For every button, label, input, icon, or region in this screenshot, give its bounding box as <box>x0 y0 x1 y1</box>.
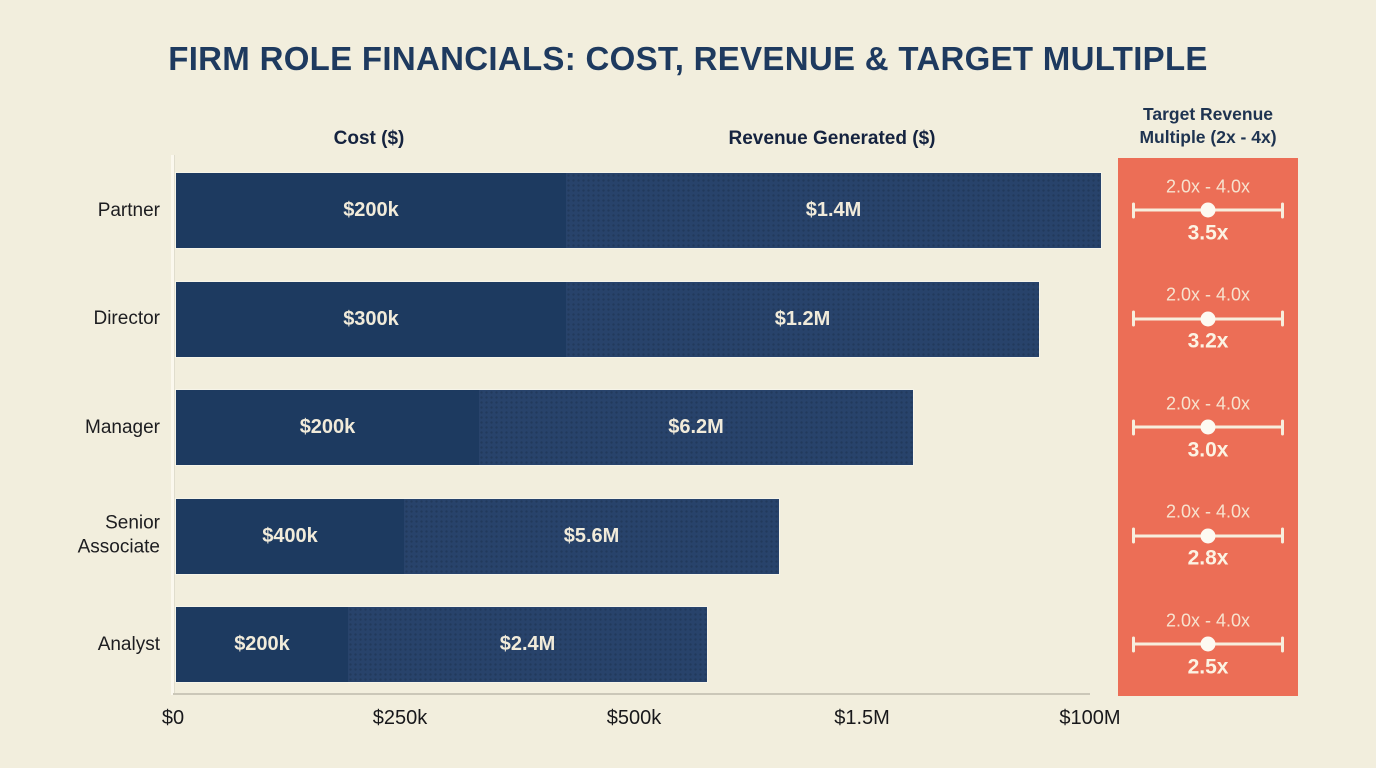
slider-cap-left <box>1132 310 1135 327</box>
multiple-slider-track-senior-associate <box>1132 527 1284 544</box>
revenue-segment-analyst: $2.4M <box>348 607 707 682</box>
revenue-value-label: $5.6M <box>563 524 620 547</box>
slider-cap-left <box>1132 202 1135 218</box>
multiple-slider-track-manager <box>1132 419 1284 435</box>
revenue-segment-director: $1.2M <box>566 281 1039 357</box>
cost-segment-manager: $200k <box>176 390 479 465</box>
revenue-segment-manager: $6.2M <box>479 390 913 465</box>
multiple-range-label: 2.0x - 4.0x <box>1165 501 1251 522</box>
cost-segment-director: $300k <box>176 281 566 357</box>
slider-cap-left <box>1132 636 1135 652</box>
slider-cap-right <box>1281 310 1284 327</box>
cost-value-label: $300k <box>343 307 399 330</box>
bar-partner: $200k $1.4M <box>175 172 1102 249</box>
x-tick-2: $500k <box>606 707 662 729</box>
multiple-slider-senior-associate: 2.0x - 4.0x 2.8x <box>1118 502 1298 571</box>
multiple-slider-manager: 2.0x - 4.0x 3.0x <box>1118 393 1298 462</box>
row-label-senior-associate: Senior Associate <box>77 512 160 558</box>
multiple-slider-director: 2.0x - 4.0x 3.2x <box>1118 285 1298 354</box>
bar-manager: $200k $6.2M <box>175 389 914 466</box>
cost-value-label: $400k <box>262 524 318 547</box>
row-label-director: Director <box>93 307 160 329</box>
multiple-range-label: 2.0x - 4.0x <box>1165 176 1251 196</box>
bar-senior-associate: $400k $5.6M <box>175 497 780 575</box>
multiple-slider-track-director <box>1132 310 1284 327</box>
multiple-range-label: 2.0x - 4.0x <box>1165 610 1251 630</box>
x-axis-line <box>173 693 1090 695</box>
slider-knob[interactable] <box>1200 202 1216 218</box>
multiple-slider-partner: 2.0x - 4.0x 3.5x <box>1118 176 1298 245</box>
slider-cap-right <box>1281 636 1284 652</box>
bar-analyst: $200k $2.4M <box>175 606 708 683</box>
multiple-range-label: 2.0x - 4.0x <box>1165 284 1251 305</box>
revenue-value-label: $6.2M <box>668 416 724 438</box>
cost-segment-partner: $200k <box>176 173 566 248</box>
row-label-manager: Manager <box>85 416 160 438</box>
x-tick-0: $0 <box>161 707 185 729</box>
x-tick-3: $1.5M <box>834 707 890 729</box>
row-label-partner: Partner <box>97 199 160 221</box>
bar-director: $300k $1.2M <box>175 280 1040 358</box>
multiple-value-label: 2.8x <box>1187 546 1229 570</box>
cost-value-label: $200k <box>234 633 290 655</box>
cost-column-header: Cost ($) <box>333 128 405 149</box>
multiple-column-header: Target Revenue Multiple (2x - 4x) <box>1139 104 1277 148</box>
slider-cap-right <box>1281 419 1284 435</box>
slider-cap-right <box>1281 202 1284 218</box>
multiple-slider-analyst: 2.0x - 4.0x 2.5x <box>1118 610 1298 679</box>
cost-segment-senior-associate: $400k <box>176 498 404 574</box>
revenue-value-label: $2.4M <box>499 633 556 655</box>
multiple-value-label: 2.5x <box>1187 655 1229 678</box>
multiple-range-label: 2.0x - 4.0x <box>1165 393 1251 413</box>
slider-knob[interactable] <box>1200 636 1216 652</box>
multiple-value-label: 3.5x <box>1187 221 1229 244</box>
slider-knob[interactable] <box>1200 419 1216 435</box>
cost-value-label: $200k <box>299 416 356 438</box>
slider-cap-left <box>1132 527 1135 544</box>
x-tick-4: $100M <box>1059 707 1121 729</box>
slider-knob[interactable] <box>1200 528 1216 543</box>
y-axis-line <box>171 155 174 695</box>
multiple-slider-track-analyst <box>1132 636 1284 652</box>
cost-segment-analyst: $200k <box>176 607 348 682</box>
multiple-slider-track-partner <box>1132 202 1284 218</box>
slider-knob[interactable] <box>1200 311 1216 326</box>
revenue-segment-senior-associate: $5.6M <box>404 498 779 574</box>
slider-cap-right <box>1281 527 1284 544</box>
revenue-segment-partner: $1.4M <box>566 173 1101 248</box>
cost-value-label: $200k <box>343 199 399 221</box>
multiple-value-label: 3.2x <box>1187 329 1229 353</box>
multiple-value-label: 3.0x <box>1187 438 1229 461</box>
row-label-analyst: Analyst <box>97 633 160 655</box>
revenue-value-label: $1.4M <box>805 199 862 221</box>
revenue-column-header: Revenue Generated ($) <box>728 128 936 149</box>
slider-cap-left <box>1132 419 1135 435</box>
x-tick-1: $250k <box>372 707 428 729</box>
revenue-value-label: $1.2M <box>774 307 831 330</box>
page-title: FIRM ROLE FINANCIALS: COST, REVENUE & TA… <box>168 40 1208 77</box>
